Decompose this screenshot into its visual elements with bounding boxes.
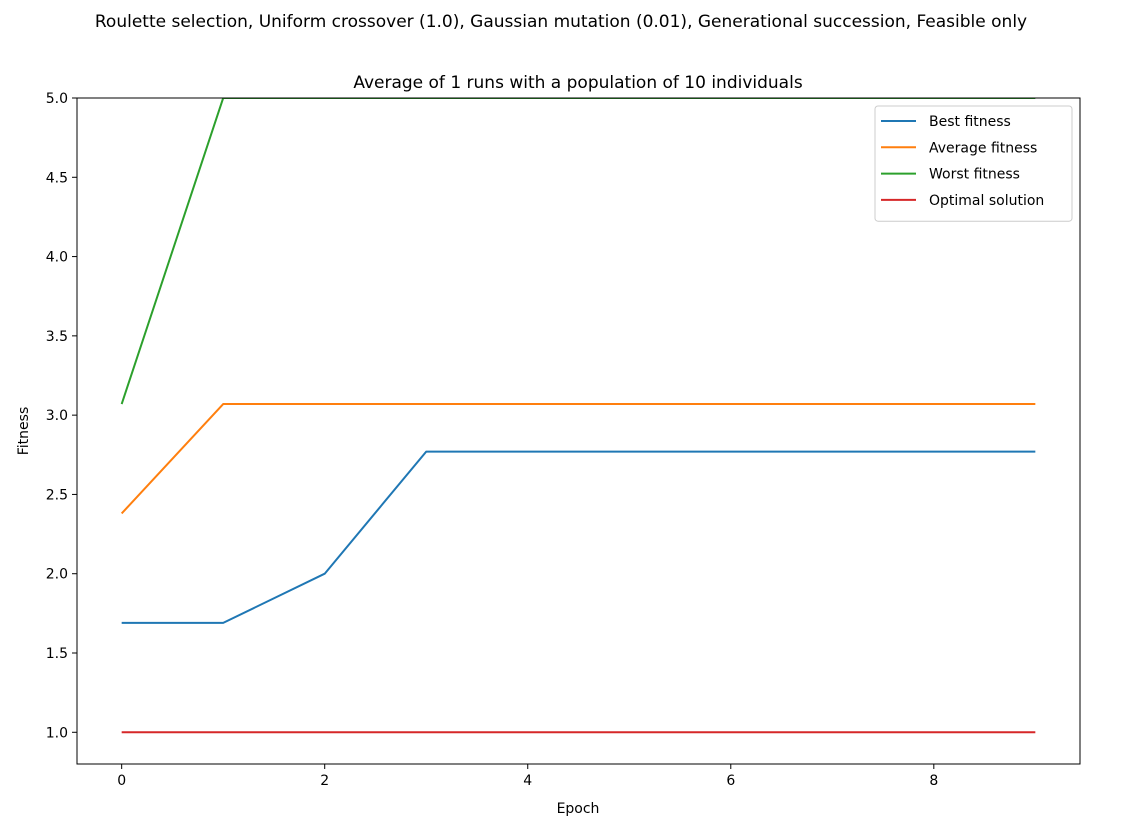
figure-suptitle: Roulette selection, Uniform crossover (1… [95,12,1027,32]
legend-label-1: Average fitness [929,140,1037,156]
y-tick-label: 2.5 [46,487,68,503]
series-line-0 [121,450,1036,624]
x-axis-label: Epoch [557,801,600,817]
x-tick-label: 2 [320,773,329,789]
x-tick-label: 4 [523,773,532,789]
y-tick-label: 4.0 [46,250,68,266]
x-tick-label: 6 [726,773,735,789]
x-axis: 0 2 4 6 8 [117,764,938,789]
legend-label-2: Worst fitness [929,167,1020,183]
y-axis: 1.0 1.5 2.0 2.5 3.0 3.5 4.0 4.5 5.0 [46,91,77,741]
legend-label-0: Best fitness [929,114,1011,130]
y-tick-label: 4.5 [46,170,68,186]
y-tick-label: 3.5 [46,329,68,345]
legend-label-3: Optimal solution [929,193,1044,209]
y-axis-label: Fitness [16,407,32,456]
y-tick-label: 1.0 [46,725,68,741]
y-tick-label: 5.0 [46,91,68,107]
series-layer [120,98,1036,734]
chart-title: Average of 1 runs with a population of 1… [353,73,803,93]
y-tick-label: 3.0 [46,408,68,424]
legend: Best fitness Average fitness Worst fitness… [874,105,1073,222]
series-line-1 [120,403,1036,515]
y-tick-label: 1.5 [46,646,68,662]
y-tick-label: 2.0 [46,567,68,583]
x-tick-label: 8 [929,773,938,789]
plot-frame [76,97,1081,765]
x-tick-label: 0 [117,773,126,789]
legend-box [874,105,1073,222]
